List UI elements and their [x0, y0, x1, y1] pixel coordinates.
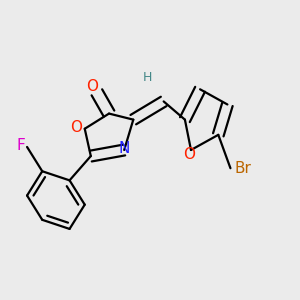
Text: F: F — [16, 138, 26, 153]
Text: O: O — [86, 79, 98, 94]
Text: O: O — [184, 147, 196, 162]
Text: Br: Br — [234, 161, 251, 176]
Text: N: N — [118, 141, 130, 156]
Text: H: H — [142, 70, 152, 84]
Text: O: O — [70, 120, 82, 135]
